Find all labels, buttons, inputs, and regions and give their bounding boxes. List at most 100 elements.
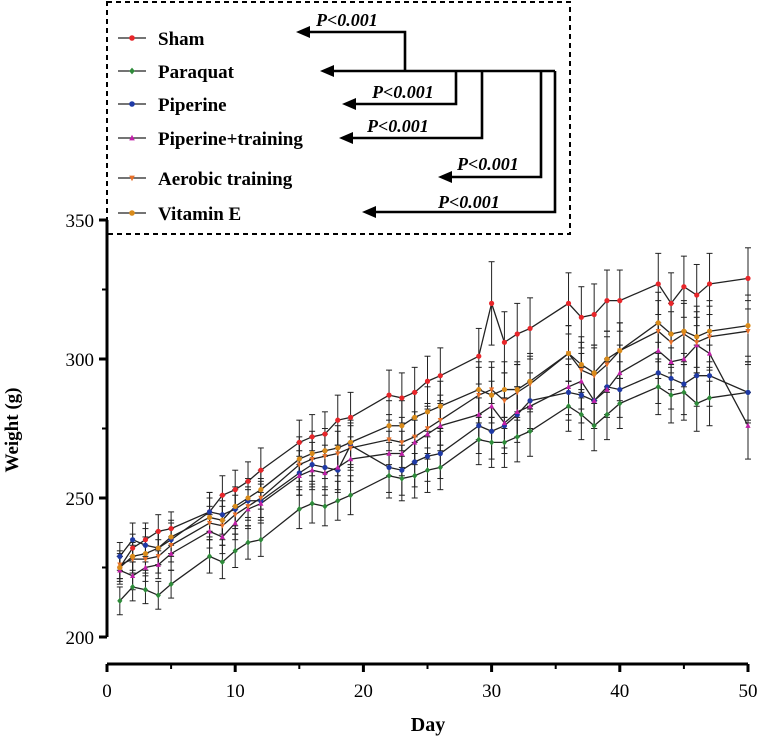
data-point-sham — [232, 487, 238, 493]
data-point-paraquat — [117, 597, 123, 605]
data-point-piperine — [117, 553, 123, 559]
arrow-paraquat — [320, 65, 334, 77]
data-point-piperine — [617, 386, 623, 393]
data-point-piperine-training — [476, 411, 482, 417]
data-point-aerobic-training — [322, 454, 328, 460]
data-point-paraquat — [565, 403, 572, 410]
y-tick-label: 350 — [66, 211, 95, 232]
data-point-vitamin-e — [655, 320, 661, 326]
data-point-sham — [258, 467, 264, 473]
data-point-piperine-training — [565, 383, 572, 389]
data-point-paraquat — [578, 411, 584, 418]
data-point-sham — [655, 281, 661, 287]
data-point-paraquat — [527, 428, 533, 435]
data-point-piperine — [437, 450, 443, 457]
data-point-piperine-training — [706, 350, 713, 356]
data-point-paraquat — [514, 433, 520, 441]
data-point-paraquat — [142, 586, 149, 593]
data-point-aerobic-training — [694, 340, 700, 346]
bracket-aerobic — [452, 71, 543, 179]
data-point-piperine-training — [206, 528, 213, 534]
data-point-piperine — [681, 381, 687, 387]
arrow-sham — [296, 26, 310, 38]
data-point-paraquat — [386, 472, 392, 479]
bracket-vitamin-e — [376, 71, 557, 214]
data-point-vitamin-e — [219, 517, 225, 523]
data-point-sham — [706, 281, 713, 287]
y-ticks: 200 250 300 350 — [66, 211, 107, 649]
data-point-paraquat — [668, 391, 674, 399]
data-point-piperine-training — [168, 550, 174, 556]
data-point-aerobic-training — [745, 329, 751, 335]
legend-item-vitamin-e: Vitamin E — [118, 204, 241, 225]
data-point-aerobic-training — [245, 504, 251, 510]
data-point-aerobic-training — [399, 440, 405, 446]
legend-label: Vitamin E — [158, 204, 241, 225]
data-point-vitamin-e — [296, 456, 302, 462]
data-point-piperine-training — [335, 464, 341, 470]
arrow-vitamin-e — [362, 206, 376, 218]
bracket-piperine — [355, 71, 458, 106]
data-point-piperine-training — [617, 369, 623, 376]
data-point-piperine-training — [386, 450, 392, 456]
data-point-aerobic-training — [155, 554, 161, 560]
data-point-aerobic-training — [706, 334, 713, 340]
data-point-vitamin-e — [258, 487, 264, 493]
data-point-piperine-training — [501, 419, 508, 426]
data-point-paraquat — [347, 492, 354, 499]
data-point-sham — [424, 378, 431, 384]
data-point-paraquat — [424, 467, 431, 474]
data-point-aerobic-training — [424, 426, 431, 432]
data-point-paraquat — [155, 592, 161, 599]
data-point-piperine-training — [489, 403, 495, 409]
data-point-paraquat — [219, 558, 225, 566]
data-point-piperine — [424, 453, 431, 459]
data-point-vitamin-e — [245, 495, 251, 501]
data-point-sham — [296, 439, 302, 445]
data-point-piperine-training — [347, 456, 354, 462]
data-point-aerobic-training — [578, 367, 584, 374]
data-point-piperine — [142, 542, 149, 548]
y-tick-label: 200 — [66, 628, 95, 649]
data-point-aerobic-training — [604, 362, 610, 368]
p-value-label: P<0.001 — [456, 154, 519, 174]
data-point-vitamin-e — [578, 361, 584, 368]
legend-item-piperine: Piperine — [118, 95, 227, 116]
legend-marker — [129, 210, 135, 216]
data-point-piperine — [668, 375, 674, 382]
data-point-aerobic-training — [335, 451, 341, 457]
data-point-piperine-training — [219, 533, 225, 540]
data-point-aerobic-training — [232, 512, 238, 518]
data-point-vitamin-e — [117, 564, 123, 571]
data-point-aerobic-training — [309, 456, 315, 463]
legend: Sham Paraquat Piperine Piperine+training Aer… — [118, 29, 303, 225]
data-point-piperine — [219, 512, 225, 518]
data-point-vitamin-e — [232, 503, 238, 509]
x-tick-label: 10 — [226, 681, 245, 702]
data-point-paraquat — [591, 422, 597, 429]
data-point-aerobic-training — [489, 387, 495, 393]
data-point-sham — [617, 298, 623, 304]
arrow-aerobic — [438, 171, 452, 183]
data-point-piperine — [476, 423, 482, 429]
series-lines — [119, 277, 749, 602]
data-point-paraquat — [335, 497, 341, 504]
y-axis-label: Weight (g) — [2, 388, 23, 473]
data-point-sham — [514, 331, 520, 337]
data-point-vitamin-e — [386, 423, 392, 429]
data-point-sham — [245, 478, 251, 484]
data-point-piperine — [399, 467, 405, 473]
data-point-piperine-training — [681, 356, 687, 362]
legend-box — [106, 1, 571, 235]
data-point-paraquat — [206, 553, 213, 560]
legend-item-paraquat: Paraquat — [118, 62, 235, 83]
data-point-piperine-training — [527, 403, 533, 409]
data-point-piperine-training — [424, 431, 431, 437]
data-point-sham — [476, 353, 482, 359]
data-point-aerobic-training — [347, 445, 354, 451]
data-point-piperine-training — [142, 564, 149, 570]
data-point-vitamin-e — [130, 553, 136, 559]
p-value-label: P<0.001 — [371, 82, 434, 102]
data-point-vitamin-e — [604, 356, 610, 362]
